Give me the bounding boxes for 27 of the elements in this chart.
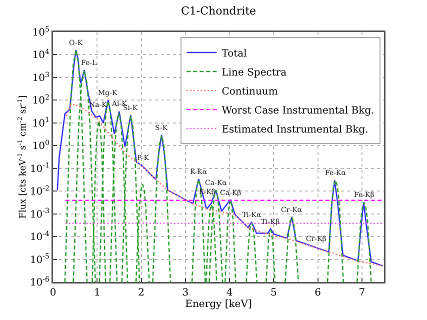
y-tick-label: 10$^{5}$ [32, 25, 50, 38]
y-tick-label: 10$^{4}$ [32, 48, 50, 62]
x-tick-label: 7 [358, 288, 366, 298]
x-tick-label: 2 [138, 288, 144, 298]
x-tick-label: 4 [226, 288, 233, 298]
y-tick-label: 10$^{0}$ [32, 138, 50, 152]
x-axis-title: Energy [keV] [185, 298, 252, 310]
legend-label: Worst Case Instrumental Bkg. [222, 105, 374, 116]
y-tick-label: 10$^{2}$ [32, 93, 50, 107]
y-tick-label: 10$^{1}$ [32, 116, 50, 130]
legend-label: Total [222, 48, 247, 60]
chart-title: C1-Chondrite [180, 4, 256, 18]
legend-label: Continuum [222, 86, 278, 98]
x-tick-label: 6 [314, 288, 321, 298]
legend-label: Estimated Instrumental Bkg. [222, 124, 368, 136]
legend-label: Line Spectra [222, 67, 287, 78]
x-tick-label: 3 [182, 288, 189, 298]
y-tick-label: 10$^{-1}$ [30, 162, 50, 175]
y-tick-label: 10$^{-5}$ [30, 252, 50, 266]
y-tick-label: 10$^{-2}$ [30, 184, 50, 198]
x-tick-label: 0 [50, 288, 56, 298]
y-tick-label: 10$^{-4}$ [30, 230, 50, 244]
y-tick-label: 10$^{-6}$ [30, 275, 50, 288]
y-tick-label: 10$^{3}$ [32, 70, 50, 84]
y-tick-label: 10$^{-3}$ [30, 207, 50, 220]
x-tick-label: 5 [270, 288, 277, 298]
x-tick-label: 1 [94, 288, 100, 298]
